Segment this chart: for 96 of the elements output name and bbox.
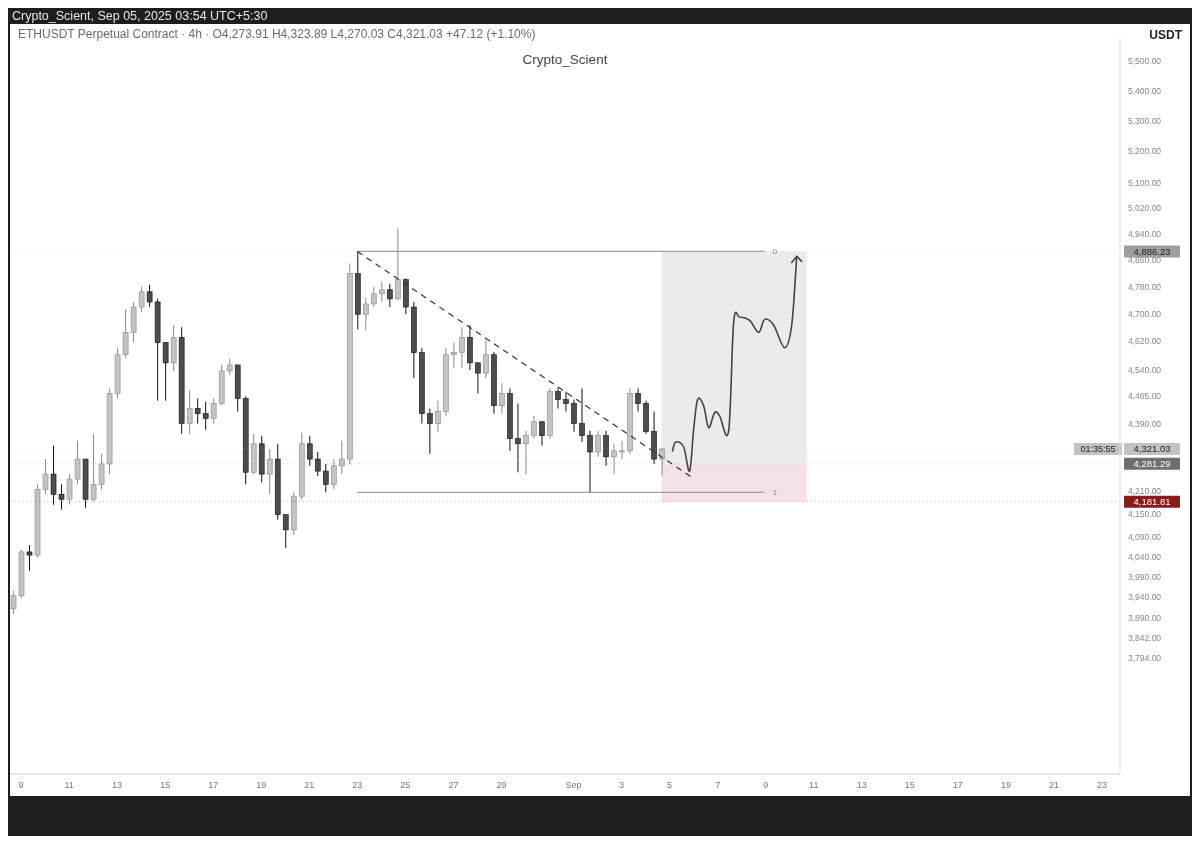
candlestick bbox=[571, 399, 577, 433]
candlestick bbox=[523, 430, 529, 475]
x-tick-label: 27 bbox=[448, 780, 459, 791]
candlestick bbox=[611, 443, 617, 475]
candlestick bbox=[587, 430, 593, 493]
candlestick bbox=[459, 326, 465, 369]
candlestick bbox=[202, 401, 209, 431]
y-tick-label: 4,700.00 bbox=[1128, 308, 1162, 319]
candlestick bbox=[555, 387, 561, 410]
x-tick-label: 21 bbox=[1048, 780, 1059, 791]
y-tick-label: 4,780.00 bbox=[1128, 281, 1162, 292]
y-tick-label: 3,890.00 bbox=[1128, 612, 1162, 623]
ref-line-label: 4,281.29 bbox=[1133, 458, 1171, 470]
candlestick bbox=[603, 430, 609, 467]
candlestick bbox=[619, 440, 625, 460]
x-tick-label: Sep bbox=[565, 780, 582, 791]
candlestick bbox=[451, 342, 457, 369]
y-tick-label: 5,400.00 bbox=[1128, 85, 1162, 96]
candlestick bbox=[539, 421, 545, 447]
y-axis-title: USDT bbox=[1149, 28, 1182, 42]
candlestick bbox=[595, 430, 601, 458]
candlestick bbox=[379, 281, 385, 303]
y-tick-label: 4,620.00 bbox=[1128, 336, 1162, 347]
x-tick-label: 29 bbox=[496, 780, 507, 791]
candlestick bbox=[186, 390, 193, 435]
y-tick-label: 4,090.00 bbox=[1128, 532, 1162, 543]
x-tick-label: 11 bbox=[64, 780, 74, 791]
text: Crypto_Scient, Sep 05, 2025 03:54 UTC+5:30 bbox=[12, 9, 268, 23]
candlestick bbox=[210, 397, 217, 425]
candlestick bbox=[387, 283, 393, 308]
candlestick bbox=[371, 286, 377, 308]
candlestick bbox=[322, 463, 329, 493]
x-tick-label: 13 bbox=[112, 780, 123, 791]
y-tick-label: 5,200.00 bbox=[1128, 146, 1162, 157]
candlestick bbox=[363, 297, 369, 331]
candlestick bbox=[26, 544, 33, 572]
ref-line-label: 4,321.03 bbox=[1133, 443, 1171, 455]
candlestick bbox=[330, 458, 337, 490]
candlestick bbox=[499, 382, 505, 415]
candlestick bbox=[579, 387, 585, 443]
candlestick bbox=[483, 339, 489, 379]
x-tick-label: 23 bbox=[1096, 780, 1107, 791]
y-tick-label: 3,842.00 bbox=[1128, 632, 1162, 643]
y-tick-label: 3,940.00 bbox=[1128, 592, 1162, 603]
x-tick-label: 19 bbox=[256, 780, 267, 791]
y-tick-label: 3,794.00 bbox=[1128, 653, 1162, 664]
candlestick bbox=[635, 387, 641, 413]
y-tick-label: 4,540.00 bbox=[1128, 364, 1162, 375]
x-tick-label: 23 bbox=[352, 780, 363, 791]
x-tick-label: 19 bbox=[1000, 780, 1011, 791]
candlestick bbox=[282, 514, 289, 549]
candlestick bbox=[306, 435, 313, 467]
candlestick bbox=[475, 362, 481, 394]
y-tick-label: 5,500.00 bbox=[1128, 56, 1162, 67]
y-tick-label: 4,860.00 bbox=[1128, 255, 1162, 266]
y-tick-label: 4,150.00 bbox=[1128, 508, 1162, 519]
candlestick bbox=[515, 403, 521, 473]
candlestick bbox=[531, 415, 537, 440]
x-tick-label: 9 bbox=[18, 780, 24, 791]
candlestick bbox=[563, 391, 569, 413]
x-tick-label: 15 bbox=[160, 780, 171, 791]
y-tick-label: 4,040.00 bbox=[1128, 552, 1162, 563]
candlestick bbox=[339, 440, 345, 475]
candlestick bbox=[266, 448, 273, 495]
x-tick-label: 25 bbox=[400, 780, 411, 791]
x-tick-label: 9 bbox=[763, 780, 769, 791]
chart-title: ETHUSDT Perpetual Contract · 4h · O4,273.91 H4,323.89 L4,270.03 C4,321.03 +47.12 (+1.10%) bbox=[18, 27, 536, 41]
y-tick-label: 4,210.00 bbox=[1128, 485, 1162, 496]
candlestick bbox=[427, 408, 433, 455]
y-tick-label: 5,020.00 bbox=[1128, 203, 1162, 214]
y-tick-label: 5,300.00 bbox=[1128, 115, 1162, 126]
y-tick-label: 3,990.00 bbox=[1128, 572, 1162, 583]
x-tick-label: 13 bbox=[856, 780, 867, 791]
x-tick-label: 11 bbox=[809, 780, 819, 791]
x-tick-label: 7 bbox=[715, 780, 721, 791]
y-tick-label: 4,465.00 bbox=[1128, 391, 1162, 402]
annotation: 0 bbox=[772, 247, 778, 257]
x-tick-label: 17 bbox=[952, 780, 963, 791]
candlestick bbox=[659, 447, 665, 477]
annotation: 01:35:55 bbox=[1080, 444, 1116, 455]
x-tick-label: 3 bbox=[619, 780, 625, 791]
candlestick bbox=[395, 228, 401, 301]
ref-line-label: 4,181.81 bbox=[1133, 496, 1171, 508]
candlestick bbox=[435, 400, 441, 433]
x-tick-label: 17 bbox=[208, 780, 219, 791]
text: Crypto_Scient bbox=[521, 52, 609, 67]
y-tick-label: 4,940.00 bbox=[1128, 228, 1162, 239]
x-tick-label: 21 bbox=[304, 780, 315, 791]
candlestick bbox=[314, 451, 321, 477]
annotation: 1 bbox=[772, 488, 778, 498]
ref-line-label: 4,886.23 bbox=[1133, 245, 1171, 257]
y-tick-label: 5,100.00 bbox=[1128, 177, 1162, 188]
x-tick-label: 5 bbox=[667, 780, 673, 791]
y-tick-label: 4,390.00 bbox=[1128, 418, 1162, 429]
x-tick-label: 15 bbox=[904, 780, 915, 791]
candlestick bbox=[194, 397, 201, 425]
